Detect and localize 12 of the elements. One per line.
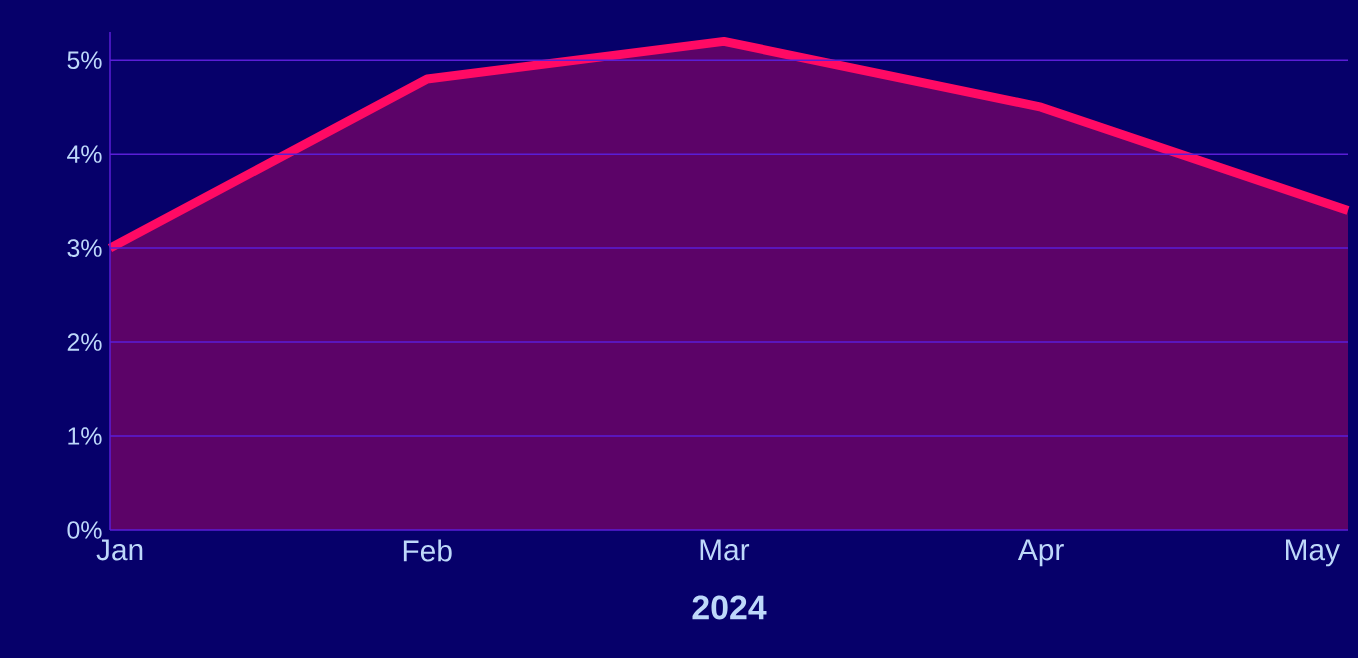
x-tick-label: Apr: [1017, 539, 1064, 567]
y-tick-label: 5%: [67, 51, 102, 69]
y-tick-label: 1%: [68, 427, 102, 445]
text: 2024: [692, 595, 767, 620]
x-tick-label: Feb: [403, 539, 452, 562]
y-tick-label: 4%: [67, 145, 102, 163]
y-tick-label: 3%: [67, 239, 102, 257]
x-tick-label: Jan: [96, 539, 143, 561]
x-tick-label: Mar: [700, 539, 750, 561]
y-tick-label: 2%: [67, 333, 102, 351]
y-tick-label: 0%: [67, 521, 102, 539]
x-tick-label: May: [1286, 539, 1340, 567]
